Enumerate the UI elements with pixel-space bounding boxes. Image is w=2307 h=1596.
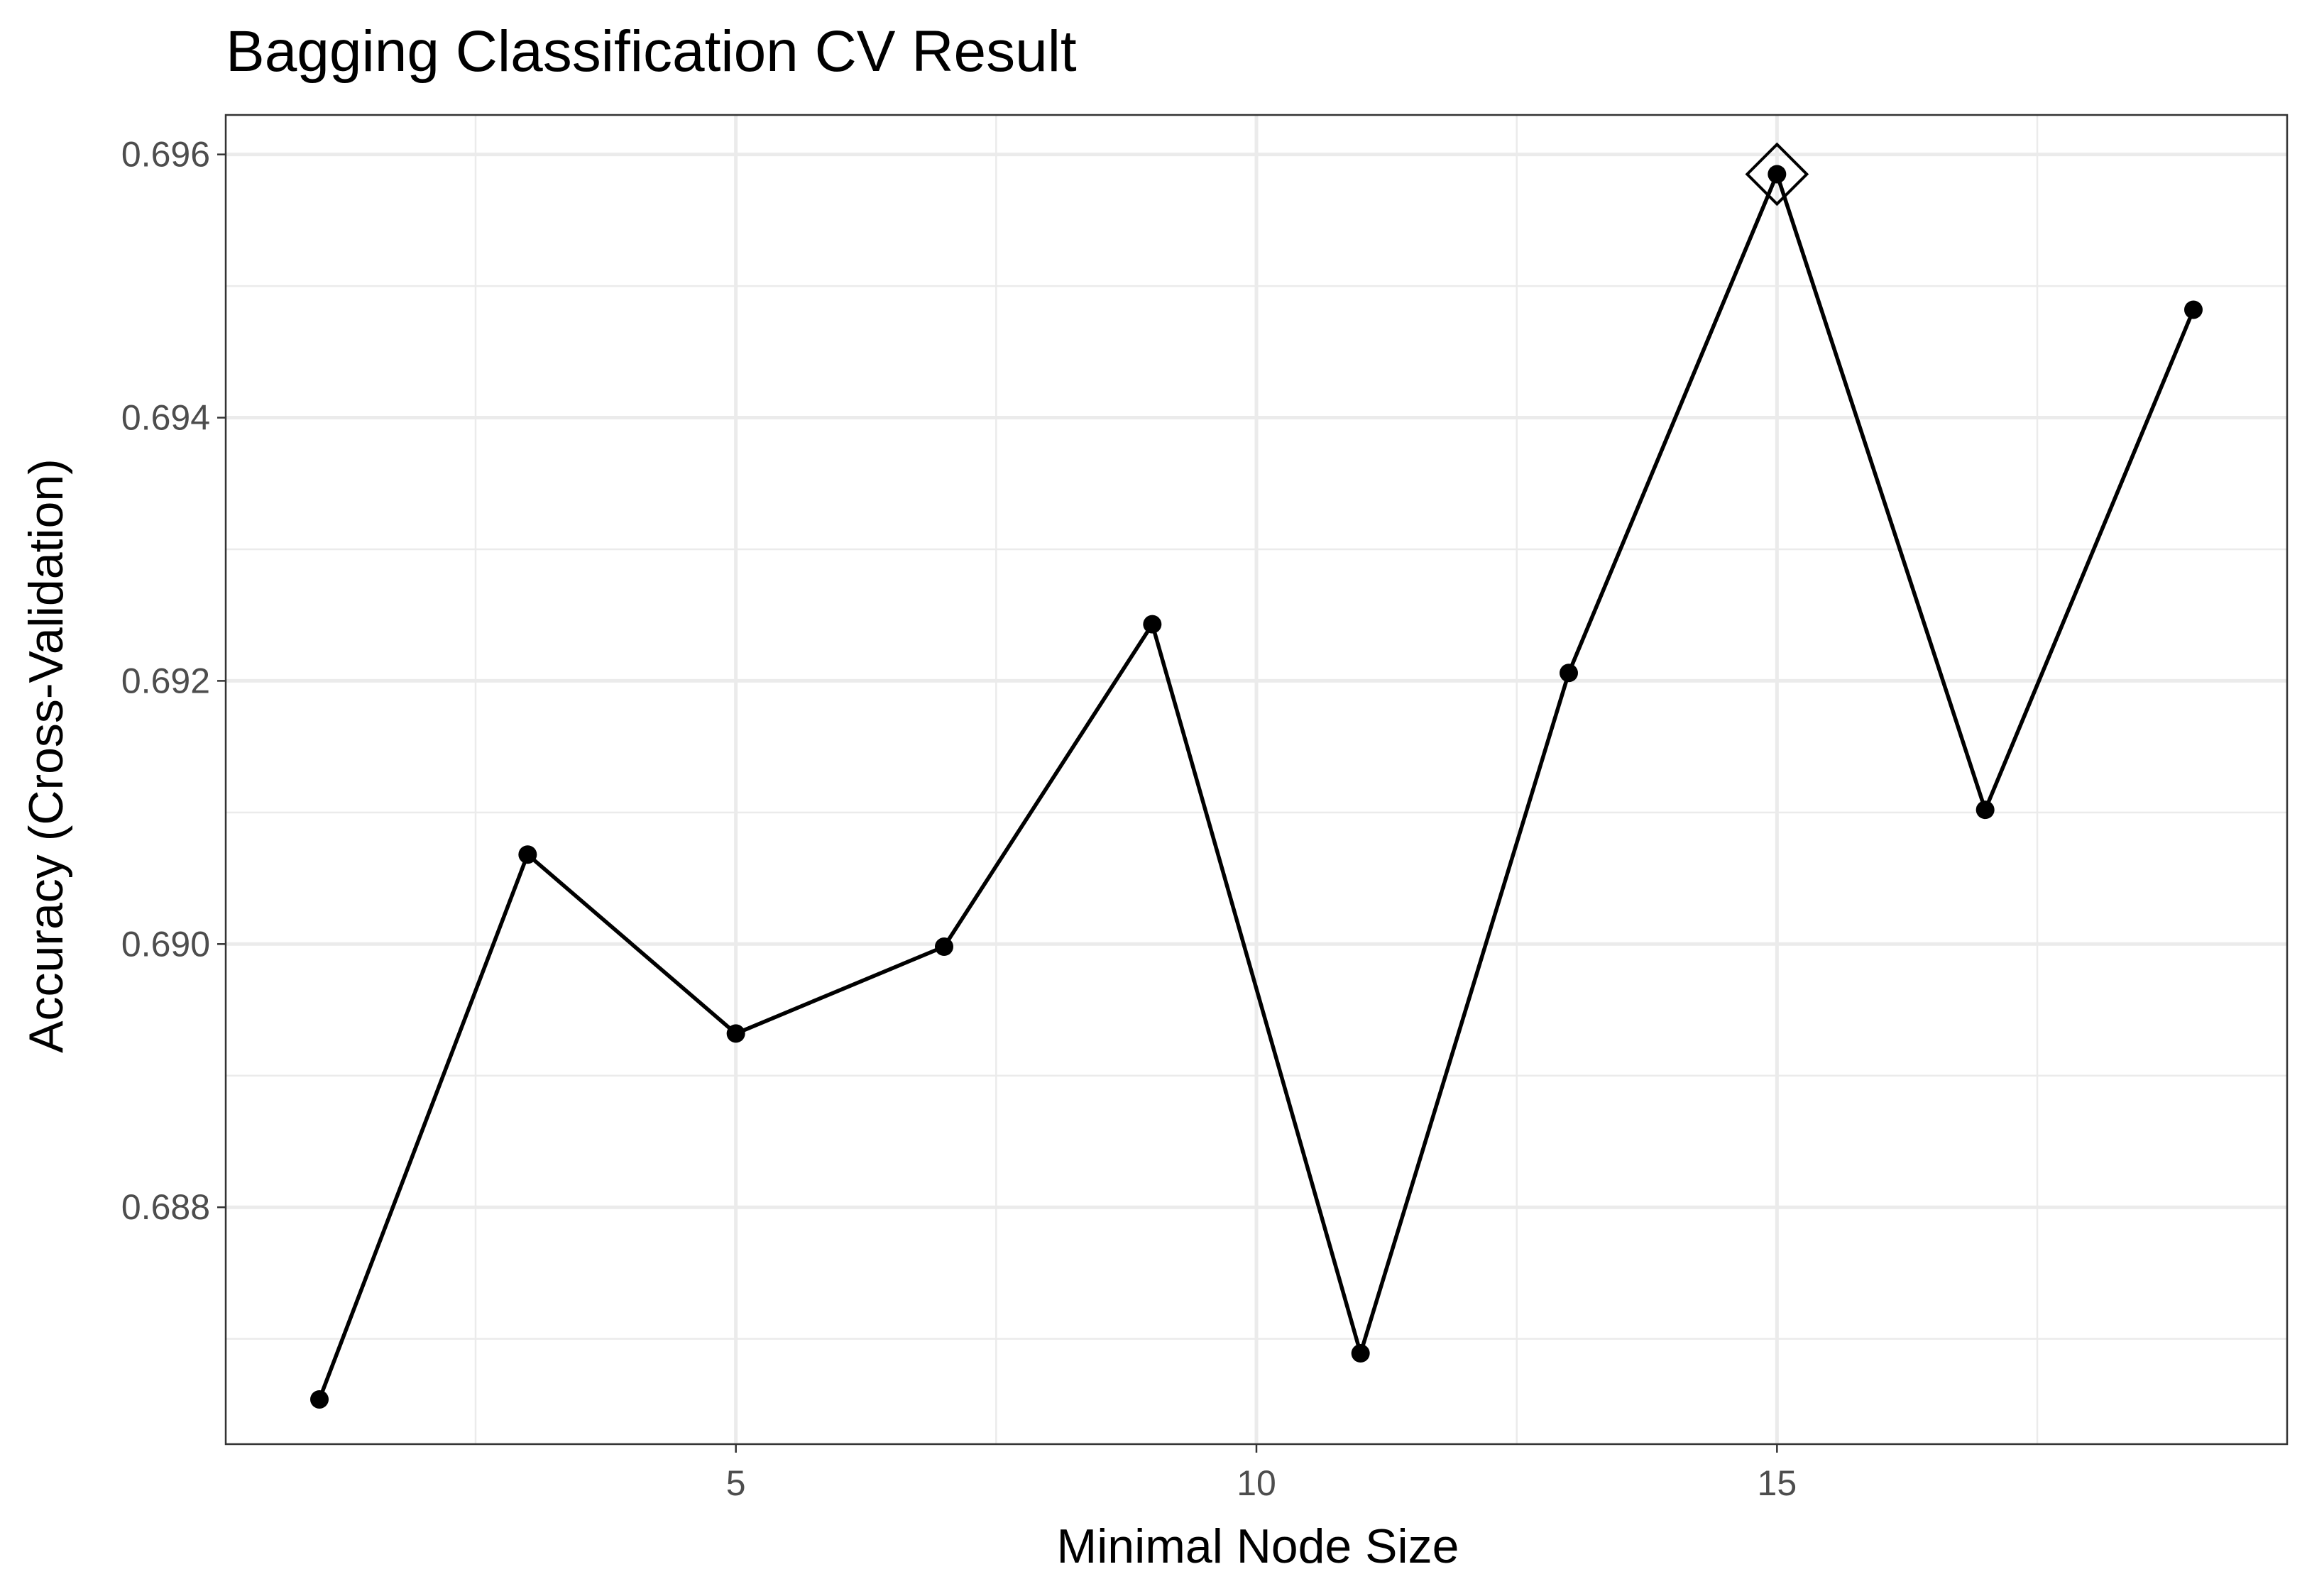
series-layer [317,172,2196,1400]
data-points [310,165,2203,1409]
x-tick-label: 15 [1758,1463,1797,1503]
data-point-19 [2184,300,2203,319]
x-axis-title: Minimal Node Size [1057,1519,1459,1573]
y-tick-label: 0.688 [121,1187,210,1227]
y-axis-title: Accuracy (Cross-Validation) [19,458,73,1053]
data-point-5 [726,1024,745,1043]
y-tick-label: 0.696 [121,135,210,175]
data-point-17 [1976,800,1995,820]
data-point-7 [935,937,953,957]
y-tick-label: 0.690 [121,924,210,964]
y-tick-label: 0.692 [121,661,210,700]
x-tick-label: 5 [726,1463,746,1503]
x-tick-label: 10 [1237,1463,1276,1503]
best-point-diamond [1745,142,1809,207]
data-point-3 [518,845,537,864]
accuracy-series-line [317,172,2196,1400]
grid-lines [226,115,2287,1444]
data-point-9 [1143,615,1162,634]
y-tick-label: 0.694 [121,398,210,438]
data-point-11 [1351,1344,1370,1363]
best-point-highlight [1745,142,1809,207]
data-point-15 [1768,165,1787,184]
axes: 0.688 0.690 0.692 0.694 0.696 5 10 15 [121,135,1797,1503]
data-point-1 [310,1389,329,1409]
chart-title: Bagging Classification CV Result [226,19,1077,84]
data-point-13 [1560,664,1578,683]
